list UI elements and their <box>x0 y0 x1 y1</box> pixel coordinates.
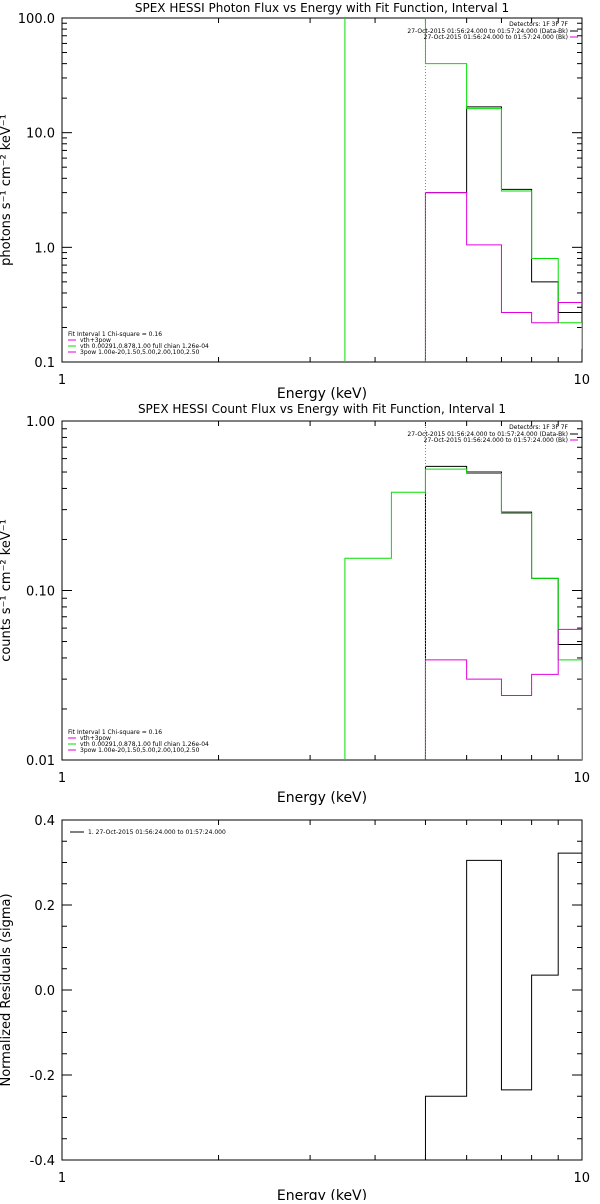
x-tick-label: 10 <box>573 771 590 786</box>
resid-legend-label: 1. 27-Oct-2015 01:56:24.000 to 01:57:24.… <box>88 829 226 836</box>
y-axis-label: Normalized Residuals (sigma) <box>0 893 14 1086</box>
detectors-header: Detectors: 1F 3F 7F <box>509 424 568 431</box>
x-tick-label: 10 <box>573 373 590 388</box>
y-tick-label: -0.2 <box>30 1069 55 1084</box>
series-group-resid <box>424 852 582 1160</box>
interval-label: 27-Oct-2015 01:56:24.000 to 01:57:24.000… <box>407 28 568 35</box>
y-tick-label: -0.4 <box>30 1154 55 1169</box>
x-tick-label: 1 <box>58 771 66 786</box>
series-group-count <box>344 421 582 760</box>
x-tick-label: 1 <box>58 373 66 388</box>
y-tick-label: 1.0 <box>34 241 55 256</box>
y-tick-label: 10.0 <box>26 127 55 142</box>
y-tick-label: 0.2 <box>34 899 55 914</box>
x-axis-label: Energy (keV) <box>277 790 367 806</box>
plot-frame-photon <box>61 17 583 363</box>
x-tick-label: 10 <box>573 1171 590 1186</box>
y-tick-label: 0.10 <box>26 585 55 600</box>
y-tick-label: 0.4 <box>34 814 55 829</box>
chart-title: SPEX HESSI Photon Flux vs Energy with Fi… <box>135 1 509 15</box>
y-tick-label: 0.0 <box>34 984 55 999</box>
chart-title: SPEX HESSI Count Flux vs Energy with Fit… <box>138 402 506 416</box>
fit-legend-label: 3pow 1.00e-20,1.50,5.00,2.00,100,2.50 <box>80 349 200 356</box>
fit-legend-label: vth 0.00291,0.878,1.00 full chian 1.26e-… <box>80 343 209 350</box>
fit-legend-label: Fit Interval 1 Chi-square = 0.16 <box>68 729 162 736</box>
fit-legend-label: vth+3pow <box>80 337 111 344</box>
series-vth-line <box>344 468 582 760</box>
series-group-photon <box>344 18 582 362</box>
interval-label: 27-Oct-2015 01:56:24.000 to 01:57:24.000… <box>424 437 568 444</box>
fit-legend-label: vth 0.00291,0.878,1.00 full chian 1.26e-… <box>80 741 209 748</box>
interval-label: 27-Oct-2015 01:56:24.000 to 01:57:24.000… <box>424 34 568 41</box>
y-tick-label: 1.00 <box>26 415 55 430</box>
fit-legend-label: 3pow 1.00e-20,1.50,5.00,2.00,100,2.50 <box>80 747 200 754</box>
detectors-header: Detectors: 1F 3F 7F <box>509 21 568 28</box>
y-tick-label: 100.0 <box>18 12 55 27</box>
interval-label: 27-Oct-2015 01:56:24.000 to 01:57:24.000… <box>407 431 568 438</box>
y-tick-label: 0.01 <box>26 754 55 769</box>
x-tick-label: 1 <box>58 1171 66 1186</box>
chart-count: 1 10 0.01 0.10 1.00 SPEX HESSI Count Flux vs … <box>0 402 590 806</box>
series-bk-line <box>424 628 582 760</box>
y-axis-label: photons s⁻¹ cm⁻² keV⁻¹ <box>0 114 14 266</box>
x-axis-label: Energy (keV) <box>277 1188 367 1200</box>
x-axis-label: Energy (keV) <box>277 386 367 402</box>
fit-legend-label: Fit Interval 1 Chi-square = 0.16 <box>68 331 162 338</box>
y-tick-label: 0.1 <box>34 356 55 371</box>
series-1-line <box>424 852 582 1160</box>
fit-legend-label: vth+3pow <box>80 735 111 742</box>
series-bk-line <box>424 192 582 362</box>
y-axis-label: counts s⁻¹ cm⁻² keV⁻¹ <box>0 519 14 662</box>
chart-photon: 1 10 0.1 1.0 10.0 100.0 SPEX HESSI Photon Flux… <box>0 1 590 402</box>
